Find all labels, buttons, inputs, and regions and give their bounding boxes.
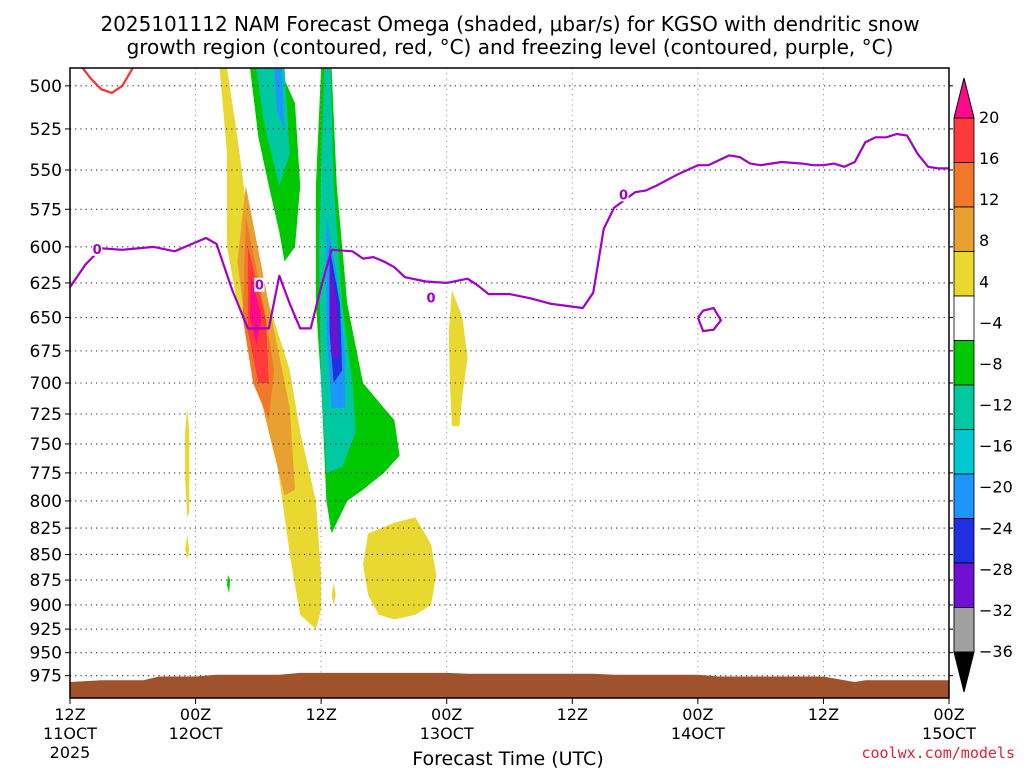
colorbar-box-2 [953,206,975,252]
colorbar-label-9: −20 [979,478,1013,497]
y-tick-label-625: 625 [30,274,62,294]
x-tick-label-84-1: 15OCT [922,724,976,743]
terrain [70,672,949,698]
freezing-label-bg-3 [618,187,629,202]
colorbar-label-8: −16 [979,437,1013,456]
y-tick-label-950: 950 [30,644,62,664]
colorbar-box-8 [953,473,975,519]
x-tick-label-12-1: 12OCT [169,724,223,743]
colorbar-box-7 [953,429,975,475]
colorbar-label-7: −12 [979,396,1013,415]
colorbar-box-10 [953,562,975,608]
x-tick-label-60-0: 00Z [682,705,713,724]
omega-region-18 [227,575,231,594]
colorbar-box-1 [953,162,975,208]
freezing-label-bg-2 [426,290,437,305]
y-tick-label-750: 750 [30,435,62,455]
x-tick-label-36-0: 00Z [431,705,462,724]
colorbar-box-0 [953,117,975,163]
colorbar-label-1: 16 [979,149,999,168]
dgz-contour [81,68,134,95]
omega-region-15 [185,407,190,518]
x-tick-label-36-1: 13OCT [420,724,474,743]
omega-region-13 [363,517,437,620]
freezing-label-1: 0 [255,279,264,294]
colorbar-box-5 [953,340,975,386]
y-axis: 500 525 550 575 600 625 650 675 700 725 750 775 800 8… [30,77,953,687]
colorbar-label-0: 20 [979,108,999,127]
x-tick-label-84-0: 00Z [933,705,964,724]
colorbar-box-gray [953,607,975,653]
colorbar-arrow-bottom [953,651,975,693]
colorbar-box-3 [953,251,975,297]
y-tick-label-925: 925 [30,620,62,640]
y-tick-label-725: 725 [30,405,62,425]
y-tick-label-775: 775 [30,464,62,484]
x-tick-label-24-0: 12Z [305,705,336,724]
colorbar-label-11: −28 [979,560,1013,579]
y-tick-label-525: 525 [30,120,62,140]
title-line-1: 2025101112 NAM Forecast Omega (shaded, μ… [100,12,919,36]
omega-region-9 [319,68,356,473]
colorbar-box-9 [953,518,975,564]
freezing-label-0: 0 [93,243,102,258]
x-tick-label-0-0: 12Z [54,705,85,724]
colorbar-label-12: −32 [979,601,1013,620]
omega-region-16 [185,535,190,560]
freezing-label-3: 0 [619,188,628,203]
omega-region-14 [448,290,468,427]
contours: 0 0 0 0 [70,68,949,333]
terrain-fill [70,672,949,698]
title-line-2: growth region (contoured, red, °C) and f… [127,35,894,59]
colorbar-label-5: −4 [979,313,1003,332]
y-tick-label-825: 825 [30,519,62,539]
colorbar-label-3: 8 [979,231,989,250]
y-tick-label-700: 700 [30,374,62,394]
freezing-level-contour [70,132,949,330]
x-tick-label-12-0: 00Z [180,705,211,724]
omega-region-4 [250,275,262,345]
freezing-label-bg-0 [92,241,103,256]
y-tick-label-800: 800 [30,492,62,512]
omega-shading [185,68,468,630]
omega-region-7 [274,68,285,129]
x-tick-label-0-2: 2025 [50,743,91,762]
x-axis-label: Forecast Time (UTC) [412,748,603,768]
colorbar-label-10: −24 [979,519,1013,538]
y-tick-label-675: 675 [30,342,62,362]
y-tick-label-975: 975 [30,667,62,687]
freezing-level-island [696,306,723,333]
colorbar-label-2: 12 [979,190,999,209]
x-tick-label-60-1: 14OCT [671,724,725,743]
colorbar-label-13: −36 [979,642,1013,661]
plot-background [70,68,949,698]
omega-region-17 [331,583,336,605]
y-tick-label-500: 500 [30,77,62,97]
site-credit: coolwx.com/models [861,744,1015,762]
plot-title: 2025101112 NAM Forecast Omega (shaded, μ… [100,12,919,59]
colorbar: 20 16 12 8 4 −4 −8 −12 −16 −20 −24 −28 −32 −36 [953,77,1013,693]
y-tick-label-650: 650 [30,309,62,329]
freezing-label-bg-1 [254,277,265,292]
x-tick-label-48-0: 12Z [557,705,588,724]
y-tick-label-850: 850 [30,545,62,565]
y-tick-label-600: 600 [30,238,62,258]
y-tick-label-875: 875 [30,571,62,591]
x-tick-label-0-1: 11OCT [43,724,97,743]
freezing-label-2: 0 [426,291,435,306]
colorbar-arrow-top [953,77,975,119]
colorbar-box-4 [953,295,975,341]
colorbar-label-6: −8 [979,354,1003,373]
y-tick-label-550: 550 [30,161,62,181]
y-tick-label-575: 575 [30,200,62,220]
colorbar-box-6 [953,384,975,430]
y-tick-label-900: 900 [30,596,62,616]
omega-region-12 [329,261,339,358]
colorbar-label-4: 4 [979,272,989,291]
x-tick-label-72-0: 12Z [808,705,839,724]
